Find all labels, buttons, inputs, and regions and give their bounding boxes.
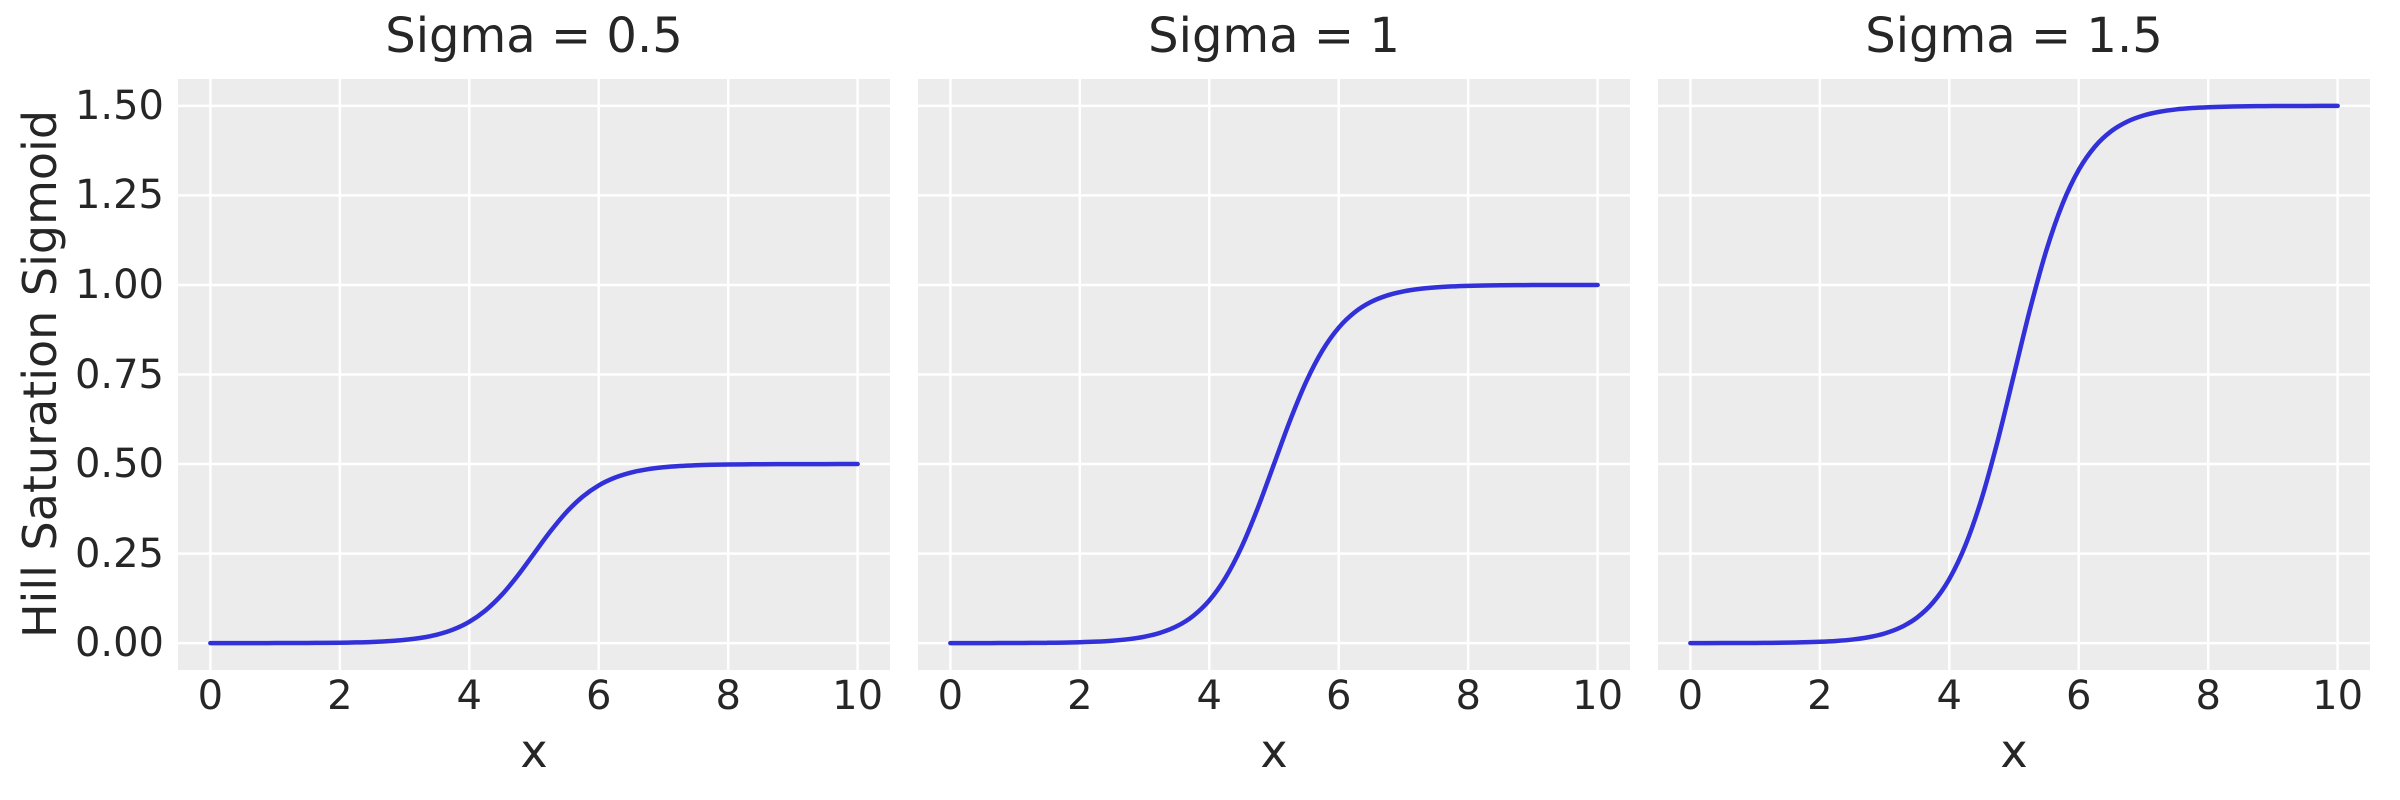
plot-area [918,79,1630,670]
x-tick-label: 4 [456,673,482,719]
subplot-sigma-1: Sigma = 1 0 2 4 6 8 10 x [918,0,1630,800]
x-tick-label: 6 [2065,673,2092,719]
x-tick-label: 6 [585,673,612,719]
axes [178,79,890,670]
x-tick-label: 2 [1067,673,1093,719]
x-tick-label: 0 [1677,673,1704,719]
y-tick-label: 0.75 [74,351,164,398]
x-tick-label: 4 [1196,673,1222,719]
x-tick-label: 2 [1807,673,1833,719]
y-tick-label: 1.00 [74,261,164,308]
plot-area [1658,79,2370,670]
axes [1658,79,2370,670]
x-tick-label: 2 [327,673,353,719]
x-axis-label: x [2000,724,2028,778]
x-tick-label: 0 [197,673,224,719]
y-tick-label: 0.25 [74,530,164,577]
x-tick-label: 6 [1325,673,1352,719]
subplot-title: Sigma = 1.5 [1865,8,2163,64]
x-axis-label: x [1260,724,1288,778]
x-tick-label: 10 [832,673,884,719]
y-tick-label: 0.00 [74,620,164,667]
y-tick-label: 0.50 [74,441,164,488]
x-tick-label: 10 [1572,673,1624,719]
sigmoid-curve [948,282,1600,646]
x-tick-label: 10 [2312,673,2364,719]
x-tick-label: 4 [1936,673,1962,719]
x-tick-label: 0 [937,673,964,719]
subplot-title: Sigma = 1 [1148,8,1400,64]
y-tick-label: 1.50 [74,82,164,129]
y-tick-label: 1.25 [74,172,164,219]
subplot-title: Sigma = 0.5 [385,8,683,64]
x-tick-label: 8 [1455,673,1481,719]
x-tick-label: 8 [2195,673,2221,719]
sigmoid-curve [1688,103,2340,646]
sigmoid-curve [208,461,860,646]
subplot-sigma-0-5: Sigma = 0.5 0 2 4 6 8 10 x [178,0,890,800]
plot-area [178,79,890,670]
axes [918,79,1630,670]
x-tick-label: 8 [715,673,741,719]
x-axis-label: x [520,724,548,778]
subplot-sigma-1-5: Sigma = 1.5 0 2 4 6 8 10 x [1658,0,2370,800]
